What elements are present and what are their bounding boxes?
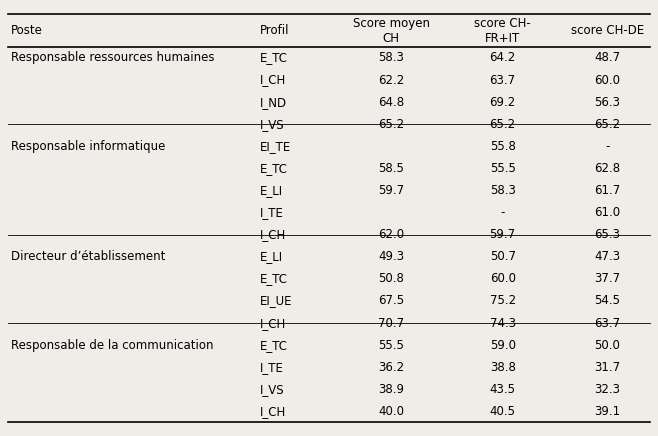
Text: 50.0: 50.0 — [595, 339, 620, 352]
Text: 63.7: 63.7 — [490, 74, 516, 86]
Text: 60.0: 60.0 — [594, 74, 620, 86]
Text: 65.3: 65.3 — [594, 228, 620, 241]
Text: 49.3: 49.3 — [378, 250, 404, 263]
Text: -: - — [605, 140, 610, 153]
Text: E_TC: E_TC — [260, 51, 288, 65]
Text: 40.0: 40.0 — [378, 405, 404, 418]
Text: 54.5: 54.5 — [594, 294, 620, 307]
Text: 70.7: 70.7 — [378, 317, 404, 330]
Text: 65.2: 65.2 — [490, 118, 516, 131]
Text: 56.3: 56.3 — [594, 95, 620, 109]
Text: 62.2: 62.2 — [378, 74, 405, 86]
Text: 59.0: 59.0 — [490, 339, 516, 352]
Text: I_TE: I_TE — [260, 206, 284, 219]
Text: 74.3: 74.3 — [490, 317, 516, 330]
Text: 65.2: 65.2 — [378, 118, 404, 131]
Text: 64.8: 64.8 — [378, 95, 404, 109]
Text: Profil: Profil — [260, 24, 290, 37]
Text: 48.7: 48.7 — [594, 51, 620, 65]
Text: 63.7: 63.7 — [594, 317, 620, 330]
Text: E_LI: E_LI — [260, 184, 284, 197]
Text: E_TC: E_TC — [260, 272, 288, 286]
Text: E_TC: E_TC — [260, 339, 288, 352]
Text: Directeur d’établissement: Directeur d’établissement — [11, 250, 166, 263]
Text: score CH-DE: score CH-DE — [571, 24, 644, 37]
Text: I_VS: I_VS — [260, 383, 285, 396]
Text: I_CH: I_CH — [260, 228, 286, 241]
Text: 36.2: 36.2 — [378, 361, 404, 374]
Text: 47.3: 47.3 — [594, 250, 620, 263]
Text: 38.8: 38.8 — [490, 361, 516, 374]
Text: 50.7: 50.7 — [490, 250, 516, 263]
Text: 58.3: 58.3 — [378, 51, 404, 65]
Text: 55.5: 55.5 — [378, 339, 404, 352]
Text: 75.2: 75.2 — [490, 294, 516, 307]
Text: I_CH: I_CH — [260, 405, 286, 418]
Text: EI_TE: EI_TE — [260, 140, 291, 153]
Text: 61.7: 61.7 — [594, 184, 620, 197]
Text: 40.5: 40.5 — [490, 405, 516, 418]
Text: 59.7: 59.7 — [490, 228, 516, 241]
Text: I_ND: I_ND — [260, 95, 288, 109]
Text: EI_UE: EI_UE — [260, 294, 293, 307]
Text: Responsable informatique: Responsable informatique — [11, 140, 166, 153]
Text: I_CH: I_CH — [260, 317, 286, 330]
Text: 50.8: 50.8 — [378, 272, 404, 286]
Text: 60.0: 60.0 — [490, 272, 516, 286]
Text: 58.5: 58.5 — [378, 162, 404, 175]
Text: 59.7: 59.7 — [378, 184, 404, 197]
Text: 37.7: 37.7 — [594, 272, 620, 286]
Text: 39.1: 39.1 — [594, 405, 620, 418]
Text: 65.2: 65.2 — [594, 118, 620, 131]
Text: E_LI: E_LI — [260, 250, 284, 263]
Text: score CH-
FR+IT: score CH- FR+IT — [474, 17, 531, 44]
Text: 61.0: 61.0 — [594, 206, 620, 219]
Text: I_TE: I_TE — [260, 361, 284, 374]
Text: 55.8: 55.8 — [490, 140, 516, 153]
Text: 62.8: 62.8 — [594, 162, 620, 175]
Text: I_VS: I_VS — [260, 118, 285, 131]
Text: 62.0: 62.0 — [378, 228, 404, 241]
Text: 69.2: 69.2 — [490, 95, 516, 109]
Text: Poste: Poste — [11, 24, 43, 37]
Text: Responsable ressources humaines: Responsable ressources humaines — [11, 51, 215, 65]
Text: 43.5: 43.5 — [490, 383, 516, 396]
Text: 67.5: 67.5 — [378, 294, 404, 307]
Text: I_CH: I_CH — [260, 74, 286, 86]
Text: Score moyen
CH: Score moyen CH — [353, 17, 430, 44]
Text: 31.7: 31.7 — [594, 361, 620, 374]
Text: 55.5: 55.5 — [490, 162, 516, 175]
Text: 38.9: 38.9 — [378, 383, 404, 396]
Text: E_TC: E_TC — [260, 162, 288, 175]
Text: 64.2: 64.2 — [490, 51, 516, 65]
Text: 58.3: 58.3 — [490, 184, 516, 197]
Text: 32.3: 32.3 — [594, 383, 620, 396]
Text: Responsable de la communication: Responsable de la communication — [11, 339, 214, 352]
Text: -: - — [501, 206, 505, 219]
